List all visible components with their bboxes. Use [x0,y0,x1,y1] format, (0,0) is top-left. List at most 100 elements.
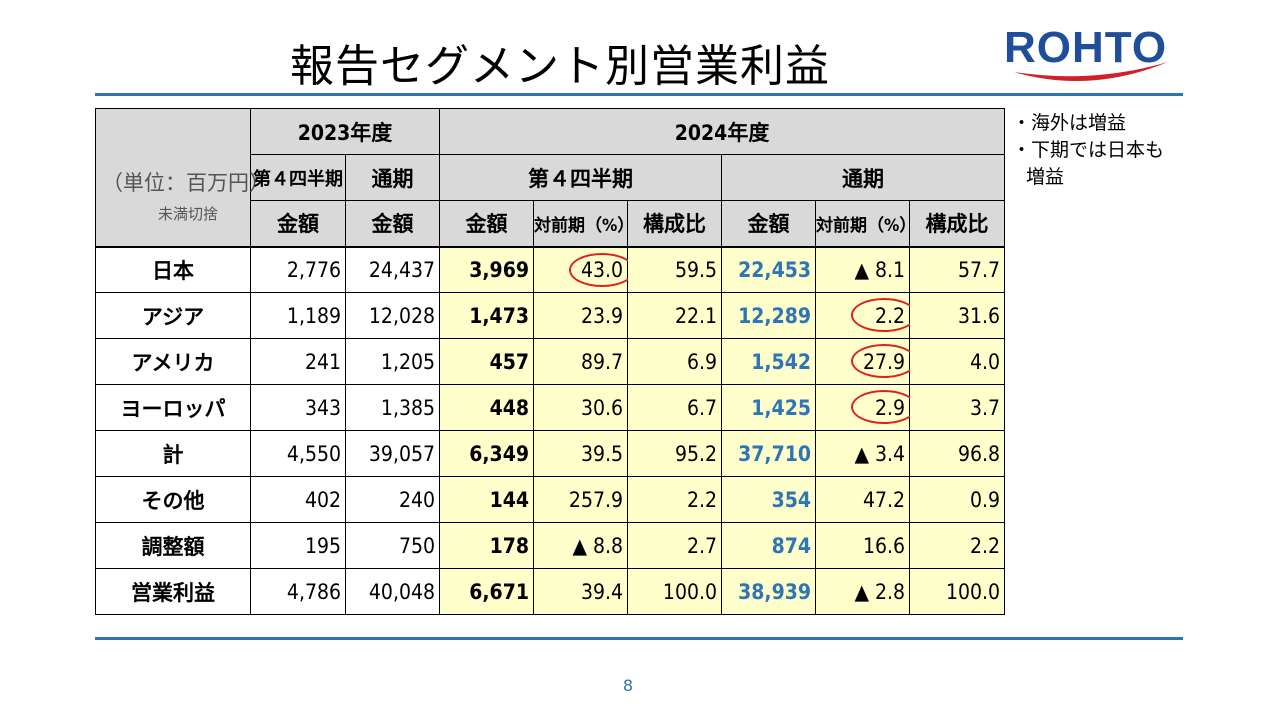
cell-2023-full: 12,028 [345,292,440,339]
header-2024-full: 通期 [720,154,1006,201]
cell-2023-q4: 4,786 [250,568,346,615]
cell-2024-full-yoy: 47.2 [815,476,910,523]
table-row: アメリカ 241 1,205 457 89.7 6.9 1,542 27.9 4… [95,338,1006,385]
cell-2023-q4: 343 [250,384,346,431]
row-label: アメリカ [95,338,251,385]
cell-2024-full-ratio: 3.7 [908,384,1006,431]
table-row: 日本 2,776 24,437 3,969 43.0 59.5 22,453 ▲… [95,245,1006,293]
row-label: その他 [95,476,251,523]
header-2023: 2023年度 [250,108,440,155]
cell-2024-full-ratio: 57.7 [908,245,1006,293]
cell-2024-q4-yoy: ▲ 8.8 [533,522,628,569]
cell-2024-full-ratio: 31.6 [908,292,1006,339]
cell-2024-q4-ratio: 59.5 [627,245,722,293]
cell-2024-full-ratio: 100.0 [908,568,1006,615]
cell-2024-q4-amount: 178 [439,522,534,569]
row-label: 計 [95,430,251,477]
cell-2024-full-ratio: 96.8 [908,430,1006,477]
cell-2023-q4: 241 [250,338,346,385]
cell-2024-q4-ratio: 2.7 [627,522,722,569]
cell-2023-full: 1,385 [345,384,440,431]
header-2024-q4: 第４四半期 [439,154,722,201]
row-label: 調整額 [95,522,251,569]
cell-2024-full-amount: 1,542 [721,338,816,385]
cell-2024-q4-yoy: 23.9 [533,292,628,339]
cell-2024-full-yoy: 16.6 [815,522,910,569]
table-row: その他 402 240 144 257.9 2.2 354 47.2 0.9 [95,476,1006,523]
table-row: アジア 1,189 12,028 1,473 23.9 22.1 12,289 … [95,292,1006,339]
cell-2023-full: 24,437 [345,245,440,293]
col-2024-q4-ratio: 構成比 [627,200,722,247]
logo-text: ROHTO [1004,23,1167,72]
table-row: ヨーロッパ 343 1,385 448 30.6 6.7 1,425 2.9 3… [95,384,1006,431]
cell-2024-q4-ratio: 95.2 [627,430,722,477]
cell-2024-full-amount: 874 [721,522,816,569]
cell-2024-full-amount: 22,453 [721,245,816,293]
cell-2024-full-yoy: ▲ 2.8 [815,568,910,615]
page-title: 報告セグメント別営業利益 [290,41,830,92]
note-line: ・下期では日本も [1012,139,1165,161]
cell-2024-q4-amount: 448 [439,384,534,431]
cell-2023-q4: 1,189 [250,292,346,339]
cell-2024-q4-yoy: 39.5 [533,430,628,477]
cell-2023-q4: 2,776 [250,245,346,293]
cell-2024-full-ratio: 2.2 [908,522,1006,569]
row-label: アジア [95,292,251,339]
cell-2023-full: 240 [345,476,440,523]
cell-2024-q4-ratio: 6.7 [627,384,722,431]
table-row: 計 4,550 39,057 6,349 39.5 95.2 37,710 ▲ … [95,430,1006,477]
segment-profit-table: （単位：百万円） 未満切捨 2023年度 2024年度 第４四半期 通期 第４四… [95,108,1006,615]
header-2023-q4: 第４四半期 [250,154,346,201]
cell-2024-q4-amount: 3,969 [439,245,534,293]
cell-2024-q4-amount: 1,473 [439,292,534,339]
cell-2023-q4: 402 [250,476,346,523]
cell-2024-full-yoy: 27.9 [815,338,917,385]
cell-2024-full-amount: 38,939 [721,568,816,615]
bottom-rule [95,637,1183,640]
rohto-logo: ROHTO [1004,23,1168,81]
col-2024-full-amount: 金額 [721,200,816,247]
cell-2024-q4-ratio: 22.1 [627,292,722,339]
cell-2024-full-yoy: 2.9 [815,384,917,431]
cell-2023-full: 39,057 [345,430,440,477]
cell-2024-q4-ratio: 2.2 [627,476,722,523]
header-row-periods: 第４四半期 通期 第４四半期 通期 [96,154,1006,201]
cell-2024-q4-yoy: 43.0 [533,245,635,293]
cell-2024-full-yoy: ▲ 8.1 [815,245,910,293]
unit-label: （単位：百万円） [102,171,270,195]
top-rule [95,93,1183,96]
cell-2024-full-amount: 37,710 [721,430,816,477]
row-label: ヨーロッパ [95,384,251,431]
table-row: 営業利益 4,786 40,048 6,671 39.4 100.0 38,93… [95,568,1006,615]
note-line: ・海外は増益 [1012,112,1127,134]
cell-2023-full: 40,048 [345,568,440,615]
logo-swoosh [1014,62,1168,81]
col-2024-q4-amount: 金額 [439,200,534,247]
cell-2023-q4: 4,550 [250,430,346,477]
header-row-columns: 金額 金額 金額 対前期（%） 構成比 金額 対前期（%） 構成比 [96,200,1006,247]
cell-2024-q4-yoy: 89.7 [533,338,628,385]
cell-2023-full: 750 [345,522,440,569]
cell-2024-full-ratio: 0.9 [908,476,1006,523]
page-number: 8 [622,676,634,695]
header-2023-full: 通期 [345,154,440,201]
cell-2024-q4-amount: 6,349 [439,430,534,477]
col-2024-q4-yoy: 対前期（%） [533,200,634,247]
cell-2023-full: 1,205 [345,338,440,385]
cell-2024-full-ratio: 4.0 [908,338,1006,385]
cell-2024-q4-ratio: 6.9 [627,338,722,385]
table-row: 調整額 195 750 178 ▲ 8.8 2.7 874 16.6 2.2 [95,522,1006,569]
cell-2024-q4-yoy: 39.4 [533,568,628,615]
col-2023-q4-amount: 金額 [250,200,346,247]
header-2024: 2024年度 [438,108,1006,155]
notes: ・海外は増益 ・下期では日本も 増益 [1012,110,1164,191]
note-line: 増益 [1026,166,1065,188]
cell-2024-q4-yoy: 257.9 [533,476,628,523]
cell-2023-q4: 195 [250,522,346,569]
cell-2024-full-amount: 354 [721,476,816,523]
cell-2024-q4-amount: 144 [439,476,534,523]
unit-sub-label: 未満切捨 [158,205,219,223]
col-2023-full-amount: 金額 [345,200,440,247]
cell-2024-full-amount: 12,289 [721,292,816,339]
col-2024-full-yoy: 対前期（%） [815,200,916,247]
